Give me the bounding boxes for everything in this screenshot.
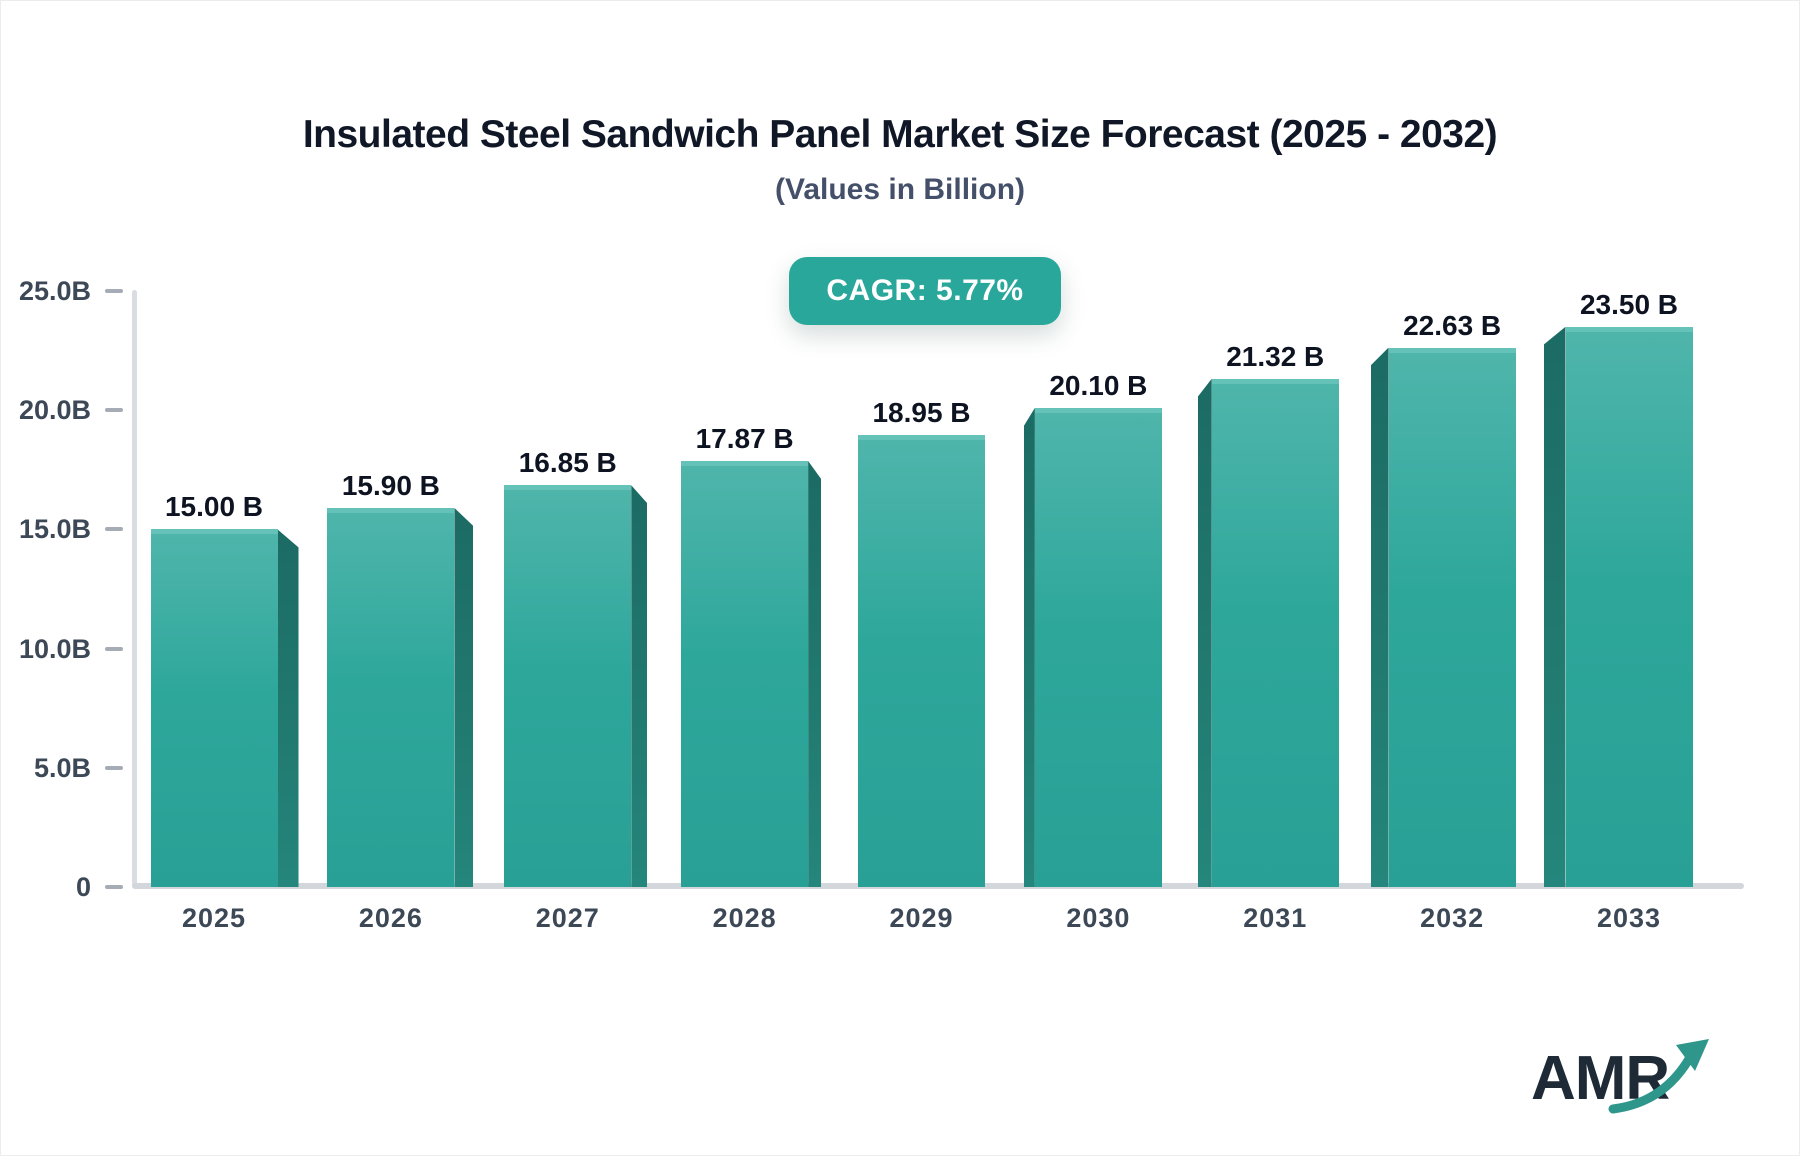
amr-logo: AMR [1531, 1039, 1709, 1114]
bar-2029 [858, 435, 985, 887]
x-axis-label-2025: 2025 [181, 903, 247, 933]
bar-side-3d-2027 [631, 485, 648, 887]
y-axis-label-20.0B: 20.0B [18, 395, 91, 426]
bar-value-label-2033: 23.50 B [1579, 288, 1679, 320]
x-axis-label-2028: 2028 [712, 903, 777, 933]
bar-2031 [1211, 378, 1339, 887]
y-axis-tick [105, 289, 123, 293]
y-axis-label-5.0B: 5.0B [33, 752, 91, 783]
bar-side-3d-2033 [1543, 326, 1566, 887]
bar-side-3d-2030 [1023, 407, 1035, 887]
y-axis-tick [105, 646, 123, 651]
bar-value-label-2028: 17.87 B [695, 422, 794, 454]
y-axis-tick [105, 885, 123, 889]
amr-logo-arrowhead-icon [1676, 1039, 1709, 1071]
x-axis-label-2033: 2033 [1596, 903, 1662, 933]
bar-2027 [504, 485, 632, 887]
bar-value-label-2030: 20.10 B [1049, 369, 1148, 401]
bar-2028 [681, 460, 809, 887]
bar-2025 [150, 529, 278, 887]
y-axis-label-0: 0 [75, 872, 91, 902]
y-axis-tick [105, 765, 123, 770]
bar-value-label-2027: 16.85 B [518, 447, 617, 479]
bar-value-label-2031: 21.32 B [1226, 340, 1325, 372]
bar-2032 [1388, 347, 1516, 887]
bar-2026 [327, 507, 455, 887]
bar-2030 [1034, 407, 1162, 887]
chart-subtitle: (Values in Billion) [774, 173, 1026, 206]
y-axis-label-25.0B: 25.0B [18, 276, 91, 306]
bar-value-label-2029: 18.95 B [872, 397, 971, 429]
y-axis-label-10.0B: 10.0B [18, 633, 91, 664]
x-axis-label-2031: 2031 [1243, 903, 1308, 933]
x-axis-label-2030: 2030 [1066, 903, 1131, 933]
cagr-badge: CAGR: 5.77% [789, 257, 1061, 325]
bar-2033 [1565, 326, 1693, 887]
bar-side-3d-2031 [1197, 378, 1212, 887]
bar-side-3d-2032 [1370, 347, 1389, 887]
cagr-badge-label: CAGR: 5.77% [826, 274, 1024, 307]
bar-value-label-2026: 15.90 B [341, 469, 440, 501]
chart-title: Insulated Steel Sandwich Panel Market Si… [302, 113, 1498, 156]
bar-side-3d-2025 [277, 529, 299, 887]
x-axis-label-2032: 2032 [1420, 903, 1485, 933]
y-axis-line [132, 290, 137, 888]
x-axis-label-2027: 2027 [535, 903, 600, 933]
y-axis-label-15.0B: 15.0B [18, 514, 91, 545]
y-axis-tick [105, 408, 123, 413]
bar-value-label-2025: 15.00 B [164, 491, 264, 523]
x-axis-label-2029: 2029 [889, 903, 954, 933]
bar-value-label-2032: 22.63 B [1403, 309, 1502, 341]
bar-side-3d-2026 [454, 507, 474, 887]
y-axis-tick [105, 527, 123, 532]
amr-logo-arrow-swoosh [1608, 1054, 1694, 1114]
bar-side-3d-2028 [808, 460, 822, 887]
x-axis-label-2026: 2026 [358, 903, 423, 933]
